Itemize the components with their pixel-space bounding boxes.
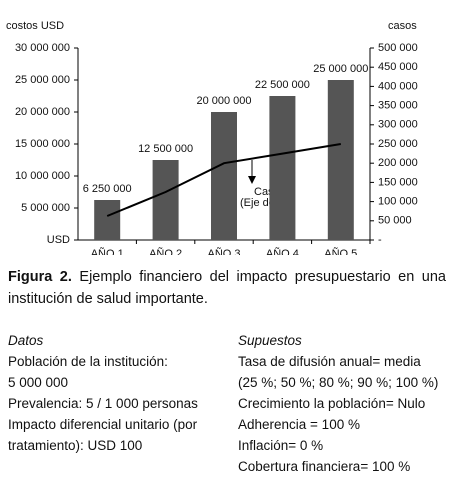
y2-tick-label: 150 000 — [378, 176, 418, 188]
column-line: Cobertura financiera= 100 % — [238, 459, 411, 474]
y-tick-label: USD — [47, 234, 70, 246]
bar — [269, 96, 296, 240]
y-tick-label: 25 000 000 — [15, 74, 70, 86]
y2-axis-label: casos — [388, 20, 417, 32]
y2-tick-label: 350 000 — [378, 100, 418, 112]
supuestos-column: Supuestos Tasa de difusión anual= media (2… — [238, 330, 438, 477]
column-line: Impacto diferencial unitario (por — [8, 417, 198, 432]
column-line: tratamiento): USD 100 — [8, 438, 143, 453]
y2-tick-label: 50 000 — [378, 215, 412, 227]
x-tick-label: AÑO 2 — [149, 247, 182, 255]
y2-tick-label: 300 000 — [378, 119, 418, 131]
line — [106, 143, 341, 217]
column-line: Prevalencia: 5 / 1 000 personas — [8, 396, 198, 411]
x-tick-label: AÑO 1 — [91, 247, 124, 255]
y-tick-label: 10 000 000 — [15, 170, 70, 182]
caption-label: Figura 2. — [8, 269, 72, 285]
y-tick-label: 15 000 000 — [15, 138, 70, 150]
bar — [327, 80, 354, 240]
y2-tick-label: 200 000 — [378, 157, 418, 169]
annotation-arrowhead — [248, 176, 256, 184]
y-tick-label: 30 000 000 — [15, 42, 70, 54]
x-tick-label: AÑO 5 — [324, 247, 357, 255]
y-axis-label: costos USD — [6, 20, 64, 32]
value-label: 12 500 000 — [138, 143, 193, 155]
y2-tick-label: 500 000 — [378, 42, 418, 54]
column-line: (25 %; 50 %; 80 %; 90 %; 100 %) — [238, 375, 439, 390]
value-label: 25 000 000 — [313, 63, 368, 75]
y2-tick-label: 250 000 — [378, 138, 418, 150]
column-line: Adherencia = 100 % — [238, 417, 360, 432]
column-line: Crecimiento la población= Nulo — [238, 396, 426, 411]
y2-tick-label: 450 000 — [378, 61, 418, 73]
column-heading: Supuestos — [238, 333, 302, 348]
caption-text: Ejemplo financiero del impacto presupues… — [8, 269, 446, 307]
value-label: 22 500 000 — [255, 79, 310, 91]
column-line: Tasa de difusión anual= media — [238, 354, 421, 369]
column-heading: Datos — [8, 333, 44, 348]
bar — [94, 200, 121, 240]
bar — [211, 112, 237, 240]
y2-tick-label: 100 000 — [378, 196, 418, 208]
column-line: Inflación= 0 % — [238, 438, 324, 453]
y-tick-label: 20 000 000 — [15, 106, 70, 118]
datos-column: Datos Población de la institución: 5 000 0… — [8, 330, 198, 456]
value-label: 20 000 000 — [196, 95, 251, 107]
y2-tick-label: - — [378, 234, 382, 246]
column-line: 5 000 000 — [8, 375, 69, 390]
y-tick-label: 5 000 000 — [21, 202, 70, 214]
y2-tick-label: 400 000 — [378, 80, 418, 92]
x-tick-label: AÑO 4 — [266, 247, 299, 255]
value-label: 6 250 000 — [83, 183, 132, 195]
bar — [152, 160, 179, 240]
x-tick-label: AÑO 3 — [207, 247, 240, 255]
column-line: Población de la institución: — [8, 354, 168, 369]
caption: Figura 2. Ejemplo financiero del impacto… — [8, 266, 446, 310]
